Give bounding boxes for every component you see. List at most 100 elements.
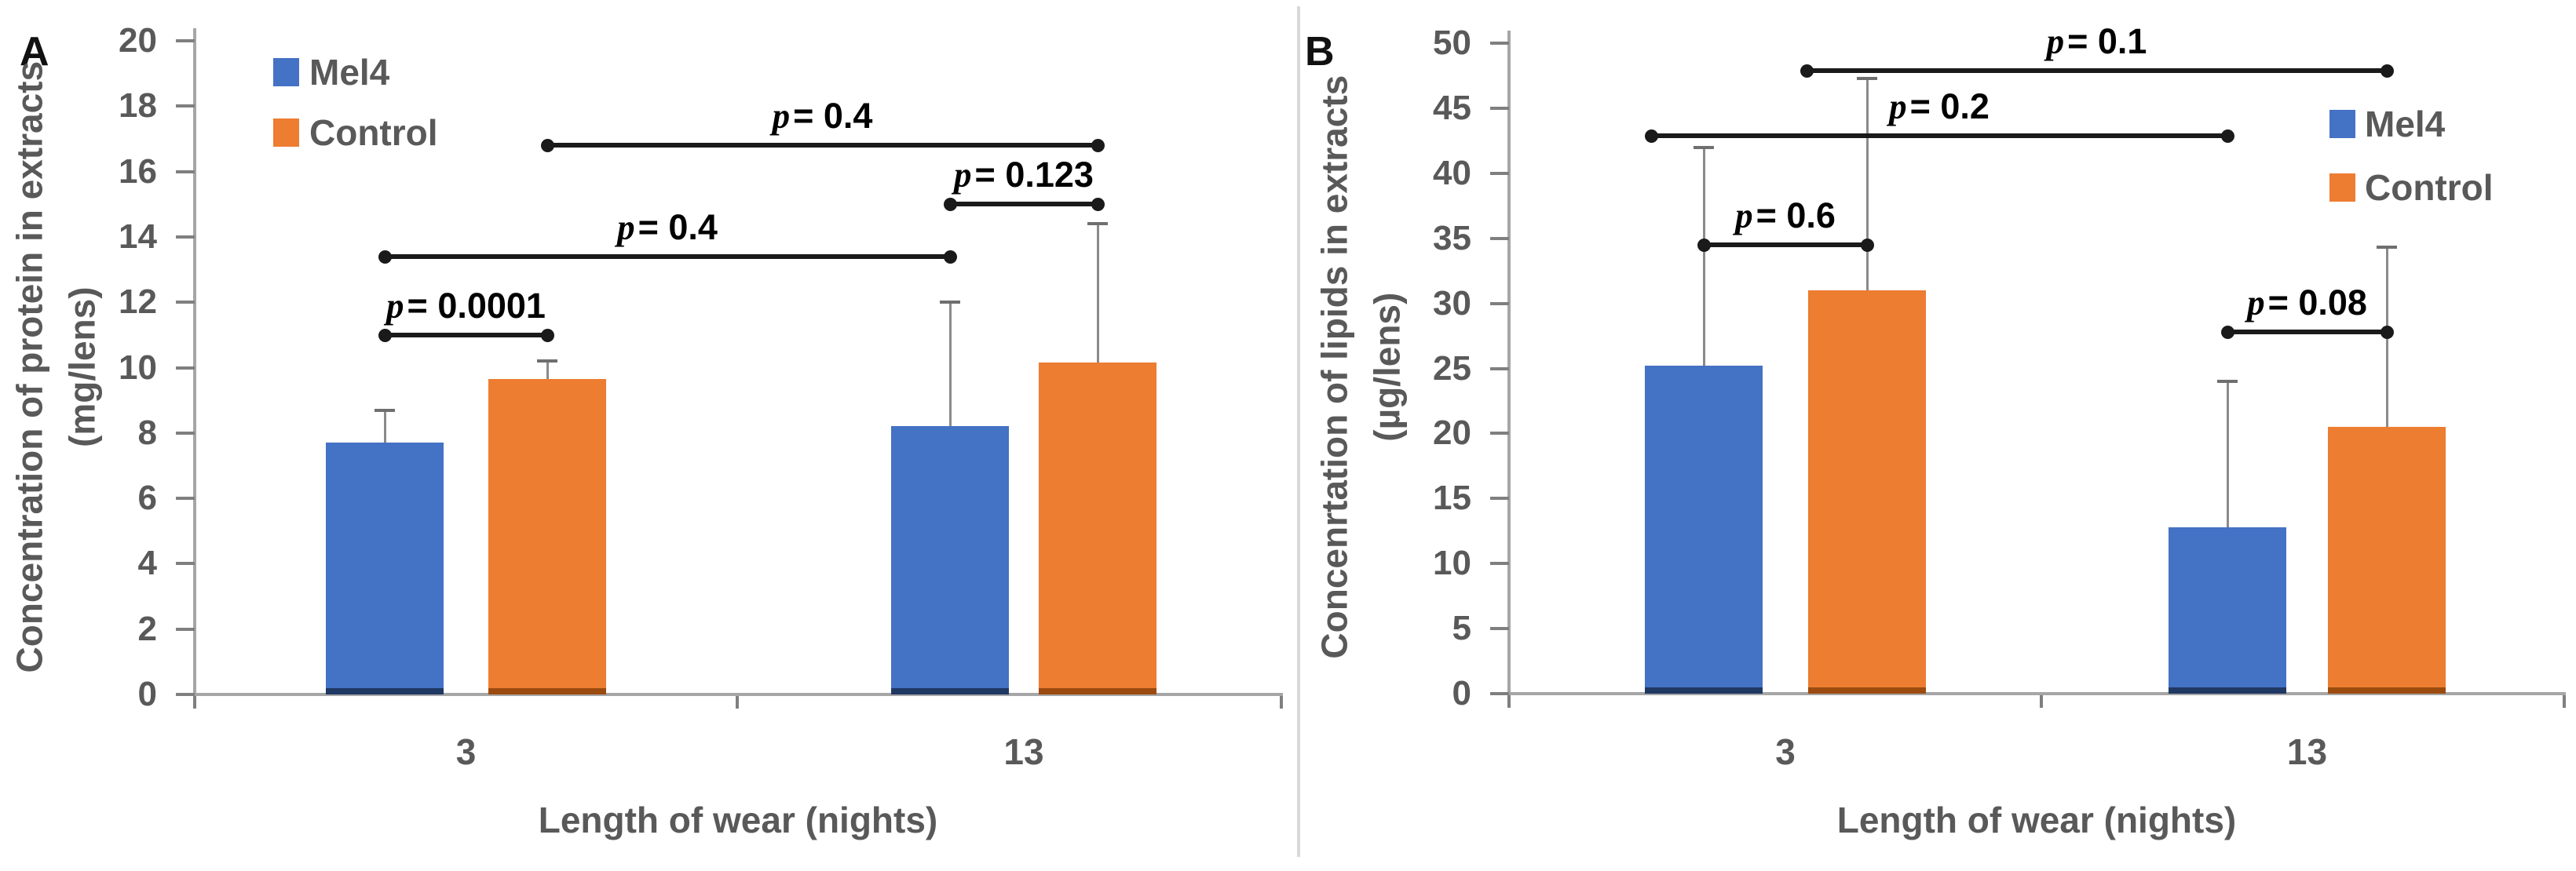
p-value-label: p= 0.4 bbox=[617, 206, 718, 247]
p-symbol: p bbox=[1735, 195, 1753, 235]
bar-base-shade bbox=[2169, 687, 2286, 694]
bar-mel4-3 bbox=[326, 443, 444, 694]
bracket-endpoint-dot bbox=[1861, 238, 1874, 252]
error-bar-cap bbox=[375, 408, 395, 412]
panel-letter: B bbox=[1305, 29, 1335, 75]
y-tick bbox=[1490, 562, 1509, 566]
legend-label-control: Control bbox=[309, 112, 438, 153]
bracket-endpoint-dot bbox=[541, 139, 554, 153]
error-bar-cap bbox=[537, 359, 557, 363]
y-tick-label: 10 bbox=[1433, 544, 1471, 583]
y-axis-line bbox=[1507, 31, 1511, 706]
y-tick bbox=[176, 627, 195, 631]
significance-bracket bbox=[1704, 242, 1867, 247]
error-bar bbox=[1703, 147, 1705, 366]
error-bar-cap bbox=[2217, 380, 2238, 384]
y-tick-label: 15 bbox=[1433, 479, 1471, 518]
legend-label-control: Control bbox=[2365, 167, 2494, 208]
bracket-endpoint-dot bbox=[2221, 129, 2234, 143]
bar-base-shade bbox=[1039, 687, 1156, 694]
panel-letter: A bbox=[20, 29, 49, 75]
y-tick-label: 5 bbox=[1452, 609, 1471, 648]
bar-mel4-3 bbox=[1645, 366, 1763, 694]
error-bar bbox=[1097, 224, 1099, 363]
y-tick-label: 45 bbox=[1433, 88, 1471, 127]
category-label: 13 bbox=[2286, 731, 2328, 772]
p-value-label: p= 0.6 bbox=[1735, 195, 1836, 235]
bracket-endpoint-dot bbox=[2381, 326, 2394, 340]
bracket-endpoint-dot bbox=[378, 328, 392, 342]
y-tick-label: 0 bbox=[137, 675, 157, 713]
y-axis-line bbox=[193, 28, 196, 707]
y-tick bbox=[176, 301, 195, 304]
error-bar-cap bbox=[1087, 222, 1108, 226]
significance-bracket bbox=[1651, 133, 2227, 138]
error-bar-cap bbox=[2377, 246, 2397, 250]
y-tick bbox=[1490, 627, 1509, 631]
y-tick-label: 12 bbox=[119, 282, 157, 322]
x-tick bbox=[1280, 696, 1283, 709]
y-tick bbox=[176, 562, 195, 566]
y-tick bbox=[176, 497, 195, 501]
y-tick bbox=[1490, 42, 1509, 45]
significance-bracket bbox=[950, 202, 1098, 207]
p-symbol: p bbox=[2046, 21, 2065, 61]
y-tick-label: 18 bbox=[119, 86, 157, 126]
p-value-label: p= 0.08 bbox=[2247, 282, 2367, 323]
x-axis-title: Length of wear (nights) bbox=[538, 800, 938, 840]
y-tick bbox=[176, 431, 195, 435]
bracket-endpoint-dot bbox=[2381, 64, 2394, 78]
p-value-label: p= 0.4 bbox=[772, 96, 873, 137]
p-symbol: p bbox=[386, 286, 404, 326]
y-tick-label: 4 bbox=[137, 544, 157, 583]
y-tick-label: 20 bbox=[1433, 414, 1471, 453]
error-bar bbox=[384, 410, 386, 443]
y-tick-label: 14 bbox=[119, 217, 157, 256]
y-tick bbox=[1490, 301, 1509, 305]
bracket-endpoint-dot bbox=[1697, 238, 1711, 252]
bar-base-shade bbox=[891, 687, 1009, 694]
error-bar bbox=[949, 302, 952, 427]
y-tick bbox=[1490, 497, 1509, 501]
y-tick-label: 8 bbox=[137, 413, 157, 452]
y-axis-title-line2: (µg/lens) bbox=[1366, 292, 1407, 442]
y-tick-label: 2 bbox=[137, 609, 157, 648]
x-tick bbox=[1507, 695, 1511, 708]
y-tick-label: 0 bbox=[1452, 674, 1471, 712]
bar-base-shade bbox=[326, 687, 444, 694]
p-symbol: p bbox=[954, 155, 972, 195]
bar-control-3 bbox=[488, 379, 606, 694]
category-label: 3 bbox=[1775, 731, 1796, 772]
y-tick bbox=[176, 693, 195, 696]
panel-divider bbox=[1297, 6, 1300, 857]
category-label: 3 bbox=[455, 731, 477, 772]
legend-swatch-control bbox=[273, 118, 299, 147]
legend-label-mel4: Mel4 bbox=[309, 52, 390, 93]
bracket-endpoint-dot bbox=[944, 198, 957, 212]
y-tick bbox=[176, 235, 195, 239]
bar-control-13 bbox=[1039, 363, 1156, 694]
bracket-endpoint-dot bbox=[541, 328, 554, 342]
y-tick-label: 30 bbox=[1433, 283, 1471, 323]
error-bar bbox=[546, 361, 549, 380]
bracket-endpoint-dot bbox=[1091, 139, 1105, 153]
error-bar-cap bbox=[1694, 145, 1714, 149]
bracket-endpoint-dot bbox=[944, 250, 957, 264]
y-tick-label: 16 bbox=[119, 151, 157, 191]
p-value-label: p= 0.1 bbox=[2046, 20, 2147, 61]
bracket-endpoint-dot bbox=[1800, 64, 1814, 78]
bar-base-shade bbox=[2328, 687, 2446, 694]
y-tick bbox=[1490, 692, 1509, 695]
bar-base-shade bbox=[1808, 687, 1926, 694]
y-tick-label: 25 bbox=[1433, 348, 1471, 388]
y-tick bbox=[1490, 106, 1509, 110]
p-value-label: p= 0.0001 bbox=[386, 285, 546, 326]
legend-swatch-mel4 bbox=[2329, 110, 2355, 138]
y-tick-label: 20 bbox=[119, 21, 157, 60]
bracket-endpoint-dot bbox=[2221, 326, 2234, 340]
y-tick-label: 10 bbox=[119, 348, 157, 387]
p-symbol: p bbox=[2247, 283, 2265, 323]
bar-control-13 bbox=[2328, 427, 2446, 694]
